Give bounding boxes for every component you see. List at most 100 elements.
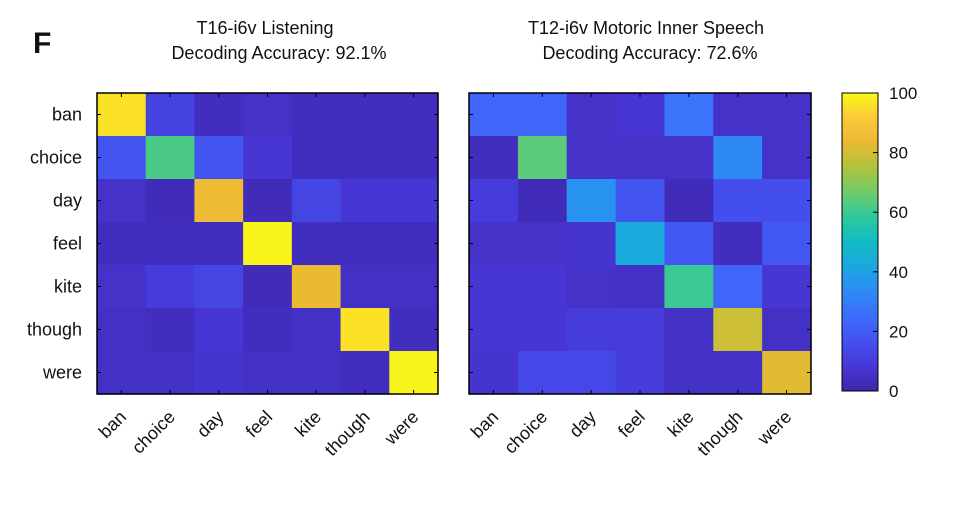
y-tick-label: choice bbox=[30, 148, 82, 168]
y-tick-label: though bbox=[27, 320, 82, 340]
heatmap-cell bbox=[517, 93, 568, 137]
heatmap-cell bbox=[713, 308, 763, 352]
heatmap-cell bbox=[469, 222, 519, 266]
heatmap-cell bbox=[243, 351, 293, 395]
heatmap-cell bbox=[97, 222, 147, 266]
heatmap-cell bbox=[194, 93, 244, 137]
heatmap-cell bbox=[291, 265, 342, 309]
heatmap-cell bbox=[243, 93, 293, 137]
x-tick-label: day bbox=[193, 407, 228, 442]
heatmap-cell bbox=[97, 179, 147, 223]
heatmap-cell bbox=[194, 351, 244, 395]
y-tick-label: kite bbox=[54, 277, 82, 297]
colorbar: 0 20 40 60 80 100 bbox=[841, 84, 917, 401]
heatmap-cell bbox=[97, 351, 147, 395]
heatmap-cell bbox=[713, 179, 763, 223]
y-tick-label: feel bbox=[53, 234, 82, 254]
heatmap-cell bbox=[762, 351, 812, 395]
heatmap-cell bbox=[194, 308, 244, 352]
x-tick-label: ban bbox=[467, 407, 502, 442]
x-tick-label: though bbox=[321, 407, 374, 460]
heatmap-cell bbox=[713, 222, 763, 266]
heatmap-cell bbox=[517, 222, 568, 266]
heatmap-cell bbox=[340, 308, 390, 352]
heatmap-cell bbox=[389, 93, 439, 137]
colorbar-tick-label: 80 bbox=[889, 144, 908, 163]
heatmap-cell bbox=[517, 136, 568, 180]
heatmap-cell bbox=[145, 93, 196, 137]
heatmap-cell bbox=[566, 351, 617, 395]
heatmap-cell bbox=[97, 136, 147, 180]
heatmap-cell bbox=[517, 351, 568, 395]
heatmap-cell bbox=[615, 136, 666, 180]
heatmap-cell bbox=[340, 265, 390, 309]
heatmap-cell bbox=[97, 308, 147, 352]
colorbar-tick-label: 40 bbox=[889, 263, 908, 282]
heatmap-cell bbox=[291, 179, 342, 223]
heatmap-cell bbox=[389, 308, 439, 352]
heatmap-cell bbox=[615, 351, 666, 395]
heatmap-cell bbox=[97, 93, 147, 137]
y-tick-label: were bbox=[42, 363, 82, 383]
inner-speech-confusion-matrix: T12-i6v Motoric Inner Speech Decoding Ac… bbox=[467, 18, 812, 460]
heatmap-cell bbox=[145, 351, 196, 395]
heatmap-cell bbox=[340, 179, 390, 223]
heatmap-cell bbox=[664, 93, 714, 137]
x-tick-label: were bbox=[753, 407, 795, 449]
heatmap-cell bbox=[713, 93, 763, 137]
heatmap-cell bbox=[615, 222, 666, 266]
heatmap-cell bbox=[194, 222, 244, 266]
colorbar-tick-label: 60 bbox=[889, 203, 908, 222]
heatmap-cell bbox=[469, 179, 519, 223]
colorbar-gradient bbox=[841, 92, 879, 392]
heatmap-cell bbox=[389, 351, 439, 395]
heatmap-cell bbox=[664, 308, 714, 352]
heatmap-cell bbox=[517, 308, 568, 352]
colorbar-tick-label: 100 bbox=[889, 84, 917, 103]
heatmap-cell bbox=[145, 265, 196, 309]
heatmap-cell bbox=[291, 93, 342, 137]
heatmap-cell bbox=[762, 265, 812, 309]
heatmap-cell bbox=[664, 222, 714, 266]
heatmap-cell bbox=[664, 351, 714, 395]
colorbar-tick-label: 0 bbox=[889, 382, 898, 401]
heatmap-cell bbox=[469, 308, 519, 352]
x-tick-label: feel bbox=[614, 407, 649, 442]
heatmap-cell bbox=[615, 308, 666, 352]
heatmap-cell bbox=[291, 351, 342, 395]
listening-confusion-matrix: T16-i6v Listening Decoding Accuracy: 92.… bbox=[27, 18, 439, 460]
heatmap-cell bbox=[762, 136, 812, 180]
heatmap-cell bbox=[389, 265, 439, 309]
heatmap-cell bbox=[762, 93, 812, 137]
heatmap-cell bbox=[469, 265, 519, 309]
heatmap-cell bbox=[566, 136, 617, 180]
x-tick-label: day bbox=[565, 407, 600, 442]
x-tick-label: were bbox=[380, 407, 422, 449]
heatmap-cell bbox=[615, 265, 666, 309]
heatmap-cell bbox=[194, 265, 244, 309]
heatmap-cell bbox=[243, 222, 293, 266]
heatmap-cell bbox=[566, 265, 617, 309]
heatmap-cell bbox=[566, 308, 617, 352]
heatmap-cell bbox=[340, 136, 390, 180]
heatmap-cell bbox=[291, 222, 342, 266]
heatmap-cell bbox=[340, 222, 390, 266]
heatmap-cell bbox=[566, 222, 617, 266]
heatmap-cell bbox=[243, 136, 293, 180]
heatmap-cell bbox=[291, 308, 342, 352]
heatmap-cell bbox=[340, 351, 390, 395]
heatmap-cell bbox=[713, 136, 763, 180]
heatmap-cell bbox=[97, 265, 147, 309]
heatmap-cell bbox=[517, 265, 568, 309]
x-tick-label: choice bbox=[500, 407, 551, 458]
y-tick-label: day bbox=[53, 191, 82, 211]
heatmap-cell bbox=[145, 136, 196, 180]
heatmap-cell bbox=[243, 265, 293, 309]
heatmap-cell bbox=[389, 222, 439, 266]
heatmap-cell bbox=[615, 93, 666, 137]
heatmap-cell bbox=[762, 179, 812, 223]
y-tick-label: ban bbox=[52, 105, 82, 125]
heatmap-cell bbox=[664, 136, 714, 180]
heatmap-cell bbox=[517, 179, 568, 223]
